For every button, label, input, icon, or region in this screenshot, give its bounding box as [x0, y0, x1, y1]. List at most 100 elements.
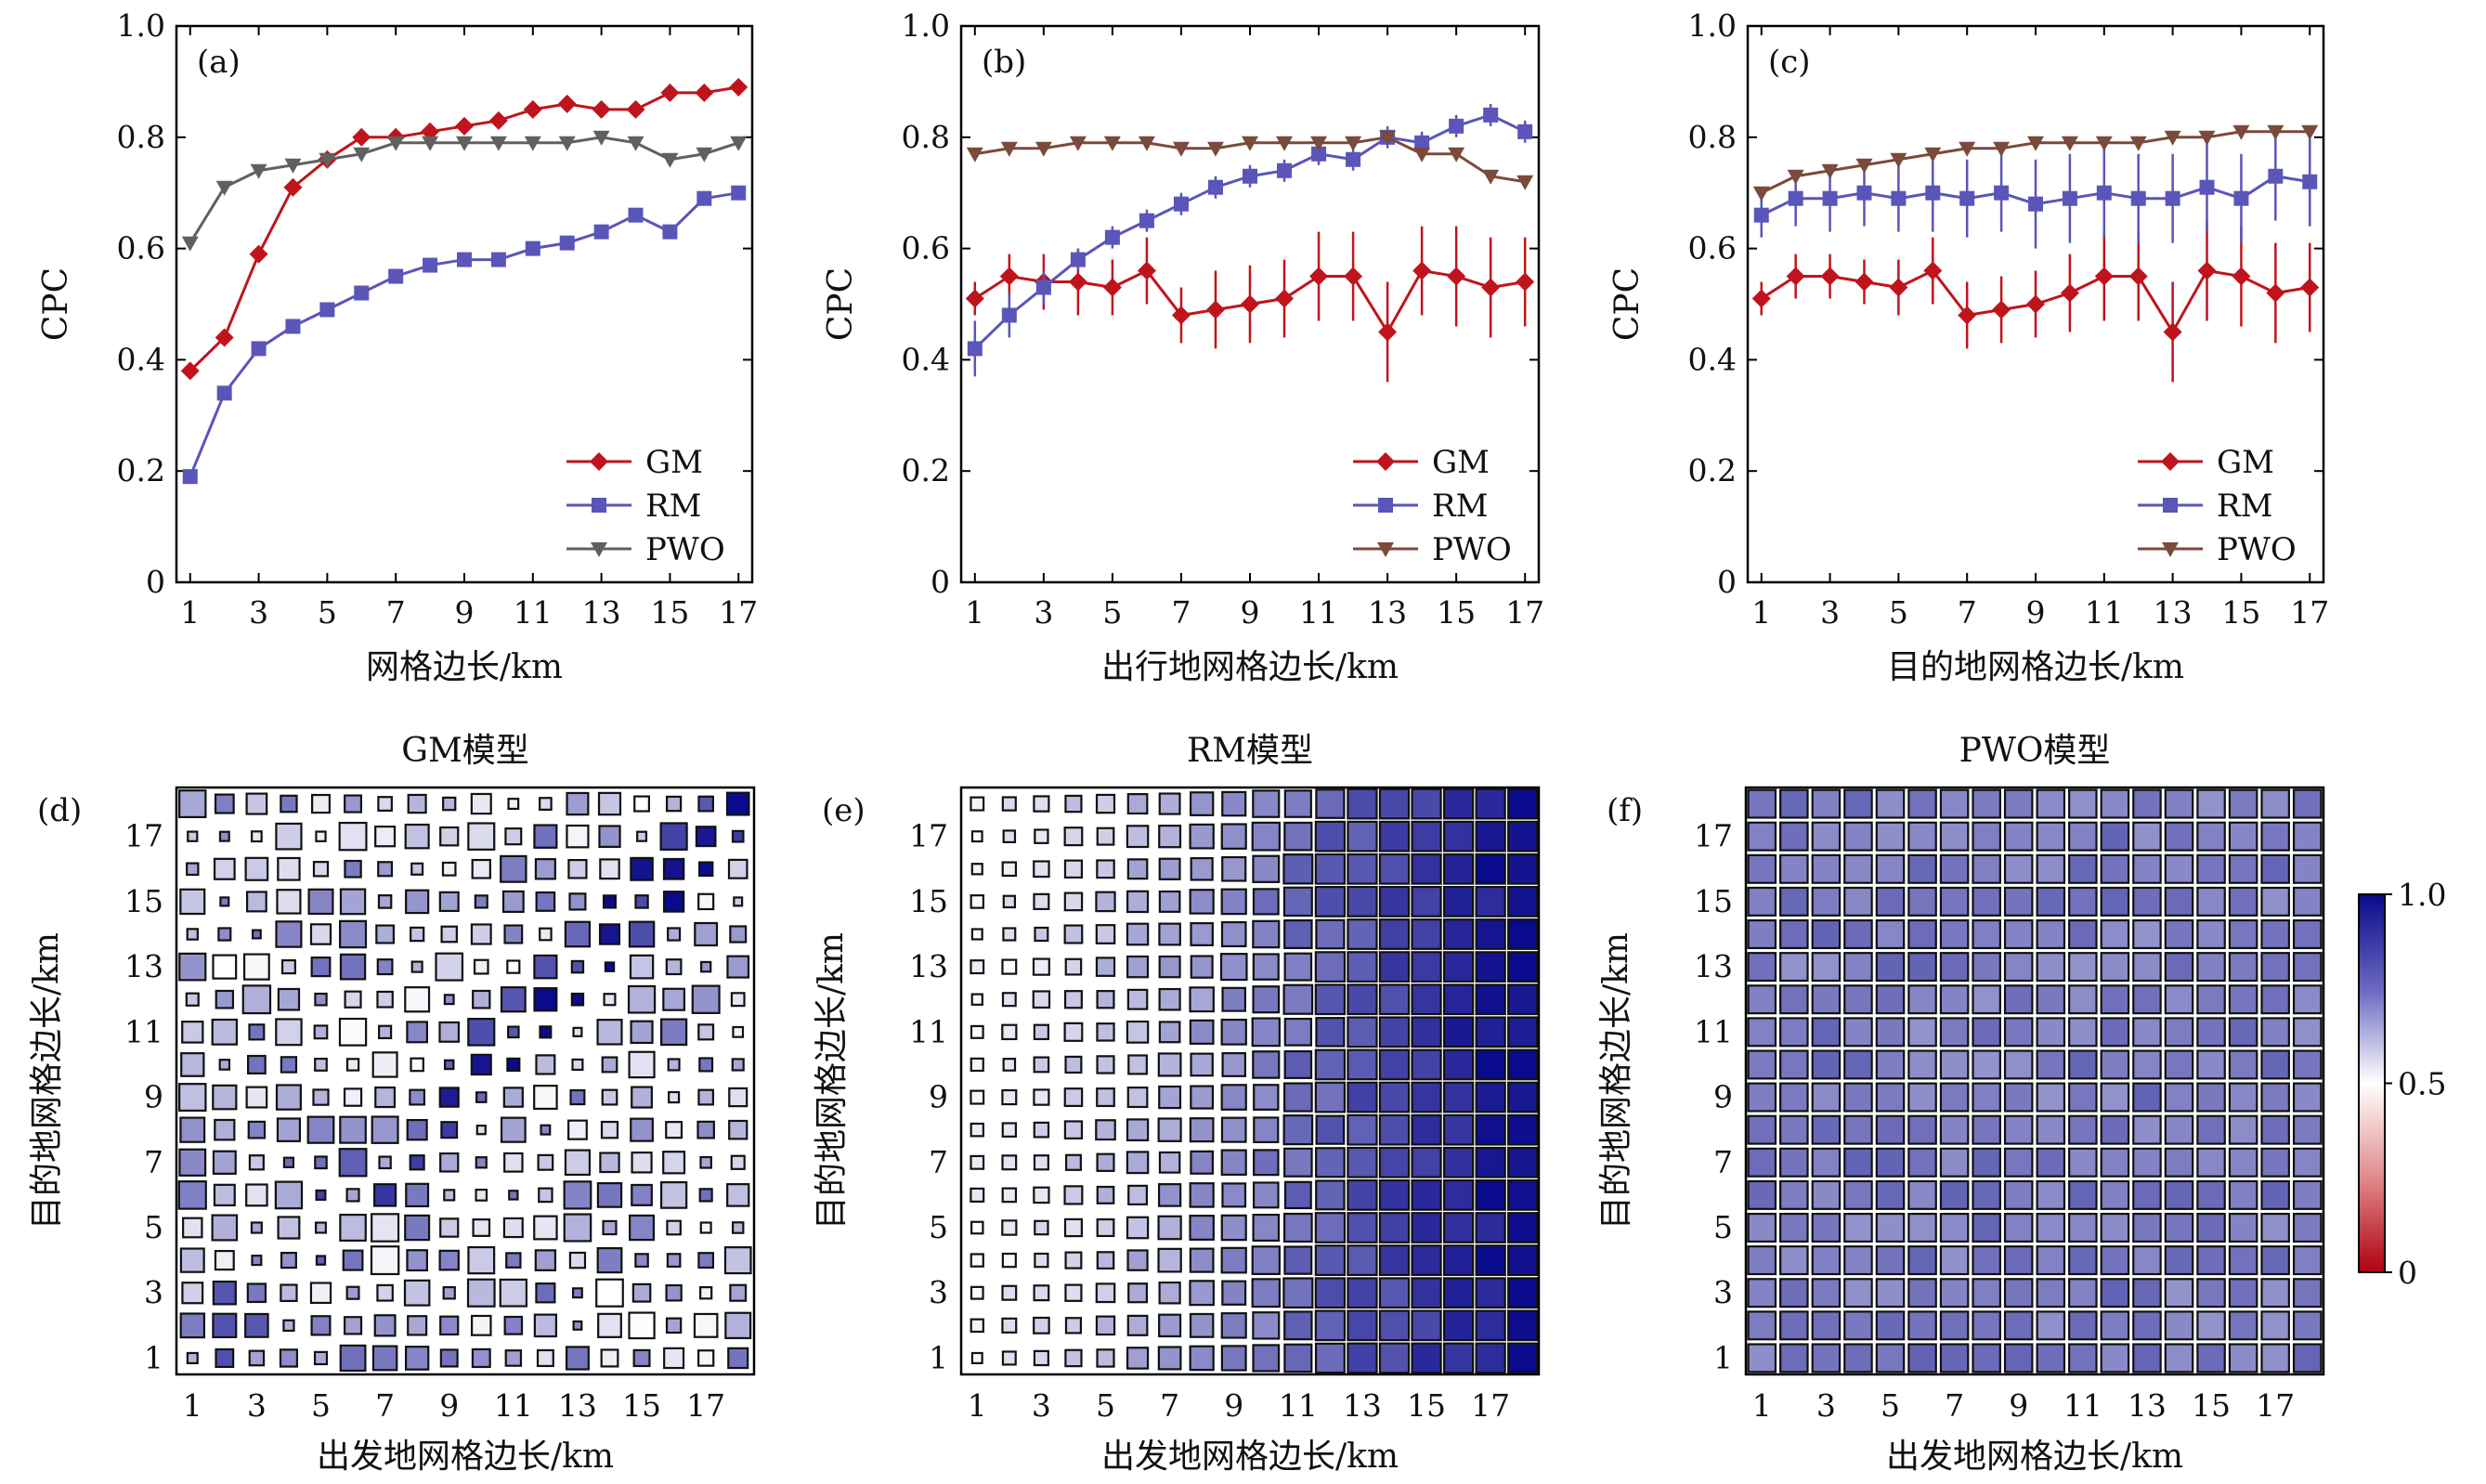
heatmap-cell: [1939, 1017, 1970, 1048]
heatmap-cell: [313, 1350, 329, 1366]
heatmap-cell: [1034, 1219, 1049, 1236]
data-point: [1000, 141, 1018, 157]
heatmap-cell: [1189, 1117, 1215, 1143]
data-point: [249, 244, 268, 264]
heatmap-cell: [697, 892, 715, 911]
heatmap-cell: [1158, 1313, 1182, 1338]
heatmap-cell: [2228, 1310, 2258, 1341]
heatmap-cell: [1126, 1020, 1150, 1044]
heatmap-cell: [2036, 984, 2066, 1015]
heatmap-cell: [378, 1155, 392, 1170]
data-point: [354, 285, 370, 301]
data-point: [1242, 136, 1258, 151]
heatmap-cell: [2260, 1343, 2290, 1373]
heatmap-cell: [1158, 922, 1181, 946]
heatmap-cell: [244, 1312, 269, 1338]
y-tick-label: 11: [909, 1013, 948, 1049]
heatmap-cell: [2292, 1310, 2323, 1341]
heatmap-cell: [565, 1346, 590, 1371]
heatmap-cell: [1347, 1146, 1378, 1178]
data-point: [1994, 185, 2010, 201]
data-point: [2198, 130, 2216, 146]
heatmap-cell: [177, 1180, 207, 1210]
heatmap-cell: [1001, 1088, 1018, 1106]
heatmap-cell: [2292, 853, 2323, 884]
y-tick-label: 13: [909, 948, 948, 984]
heatmap-cell: [246, 1282, 267, 1304]
heatmap-cell: [506, 959, 521, 974]
heatmap-cell: [1096, 827, 1115, 846]
x-tick-label: 11: [1279, 1387, 1318, 1424]
heatmap-cell: [1001, 1350, 1017, 1366]
heatmap-cell: [215, 1347, 235, 1369]
data-point: [1309, 267, 1329, 286]
heatmap-cell: [1843, 984, 1873, 1015]
heatmap-cell: [668, 1090, 681, 1104]
heatmap-cell: [540, 1124, 552, 1136]
heatmap-cell: [2228, 1278, 2258, 1308]
heatmap-cell: [628, 920, 656, 948]
heatmap-cell: [2036, 1114, 2066, 1145]
heatmap-cell: [2260, 886, 2290, 917]
heatmap-cell: [245, 1086, 268, 1109]
heatmap-cell: [628, 1311, 656, 1340]
heatmap-cell: [662, 987, 685, 1011]
heatmap-cell: [1282, 1212, 1313, 1243]
heatmap-cell: [251, 929, 262, 940]
heatmap-cell: [1475, 1244, 1506, 1277]
heatmap-cell: [2100, 1278, 2130, 1308]
series-gm: [965, 226, 1535, 383]
y-tick-label: 1.0: [1688, 7, 1737, 44]
heatmap-cell: [2196, 1245, 2226, 1276]
heatmap-cell: [1442, 918, 1475, 950]
heatmap-cell: [1411, 885, 1442, 918]
heatmap-cell: [1347, 1048, 1378, 1081]
heatmap-cell: [602, 894, 618, 909]
heatmap-cell: [1939, 1310, 1970, 1341]
x-tick-label: 1: [968, 1387, 987, 1424]
data-point: [490, 252, 506, 267]
y-tick-label: 5: [929, 1209, 948, 1245]
heatmap-cell: [601, 1056, 618, 1074]
data-point: [250, 163, 267, 179]
heatmap-cell: [1064, 794, 1083, 814]
heatmap-cell: [2292, 1179, 2323, 1210]
heatmap-cell: [569, 1088, 586, 1106]
x-tick-label: 13: [2128, 1387, 2167, 1424]
heatmap-cell: [2164, 1147, 2194, 1178]
legend-label: PWO: [645, 531, 725, 568]
heatmap-cell: [534, 1249, 557, 1271]
data-point: [180, 361, 200, 381]
heatmap-cell: [2132, 1310, 2162, 1341]
heatmap-cell: [572, 1026, 583, 1037]
heatmap-cell: [1875, 1147, 1906, 1178]
data-point: [1786, 267, 1805, 286]
heatmap-cell: [1063, 859, 1084, 879]
data-point: [1277, 163, 1293, 178]
heatmap-cell: [277, 1216, 301, 1240]
heatmap-cell: [312, 861, 330, 878]
heatmap-cell: [1158, 987, 1181, 1011]
heatmap-cell: [441, 861, 457, 877]
legend-marker: [590, 452, 608, 471]
heatmap-cell: [185, 992, 200, 1007]
heatmap-cell: [1033, 1349, 1049, 1367]
heatmap-cell: [182, 1217, 203, 1239]
heatmap-cell: [1843, 1114, 1873, 1145]
heatmap-cell: [2196, 1082, 2226, 1113]
heatmap-cell: [178, 952, 207, 982]
heatmap-cell: [282, 1156, 295, 1168]
heatmap-cell: [2068, 853, 2098, 884]
heatmap-cell: [1095, 1282, 1116, 1304]
heatmap-cell: [2260, 984, 2290, 1015]
data-point: [319, 152, 336, 168]
x-tick-label: 17: [719, 594, 758, 631]
heatmap-cell: [970, 959, 985, 975]
heatmap-cell: [245, 1183, 268, 1207]
y-tick-label: 11: [1694, 1013, 1733, 1049]
y-tick-label: 1.0: [902, 7, 950, 44]
heatmap-cell: [628, 1050, 656, 1079]
heatmap-cell: [1126, 1216, 1150, 1240]
heatmap-cell: [698, 1188, 713, 1203]
